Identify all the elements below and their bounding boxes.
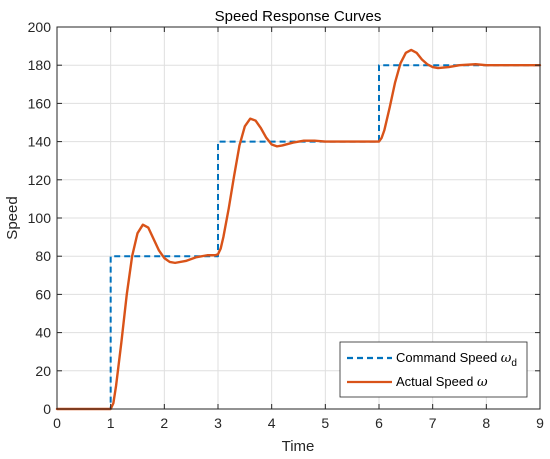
legend-box (339, 341, 528, 398)
series-line-actual-speed (55, 48, 542, 411)
x-tick-label: 7 (429, 415, 437, 431)
legend: Command Speed ωd Actual Speed ω (339, 341, 528, 398)
y-tick-label: 100 (28, 210, 52, 226)
x-tick-label: 4 (268, 415, 276, 431)
y-tick-label: 80 (35, 248, 51, 264)
y-tick-label: 60 (35, 286, 51, 302)
x-tick-label: 8 (482, 415, 490, 431)
x-tick-label: 3 (214, 415, 222, 431)
legend-label-command-speed: Command Speed ωd (396, 350, 517, 369)
chart-title: Speed Response Curves (215, 8, 382, 25)
x-tick-label: 5 (321, 415, 329, 431)
series-line-command-speed (57, 64, 540, 410)
y-tick-label: 120 (28, 172, 52, 188)
y-tick-label: 200 (28, 19, 52, 35)
legend-label-actual-speed: Actual Speed ω (396, 374, 488, 390)
y-axis-title: Speed (4, 196, 21, 239)
x-axis-title: Time (282, 438, 315, 455)
y-tick-label: 180 (28, 57, 52, 73)
series-layer (55, 48, 542, 411)
x-tick-label: 6 (375, 415, 383, 431)
x-tick-label: 2 (160, 415, 168, 431)
x-tick-label: 9 (536, 415, 544, 431)
x-tick-label: 1 (107, 415, 115, 431)
ticks: 0 1 2 3 4 5 6 7 8 9 0 20 40 60 80 100 120 140 160 180 200 (28, 19, 544, 431)
y-tick-label: 160 (28, 95, 52, 111)
y-tick-label: 40 (35, 325, 51, 341)
y-tick-label: 20 (35, 363, 51, 379)
y-tick-label: 0 (43, 401, 51, 417)
y-tick-label: 140 (28, 134, 52, 150)
x-tick-label: 0 (53, 415, 61, 431)
